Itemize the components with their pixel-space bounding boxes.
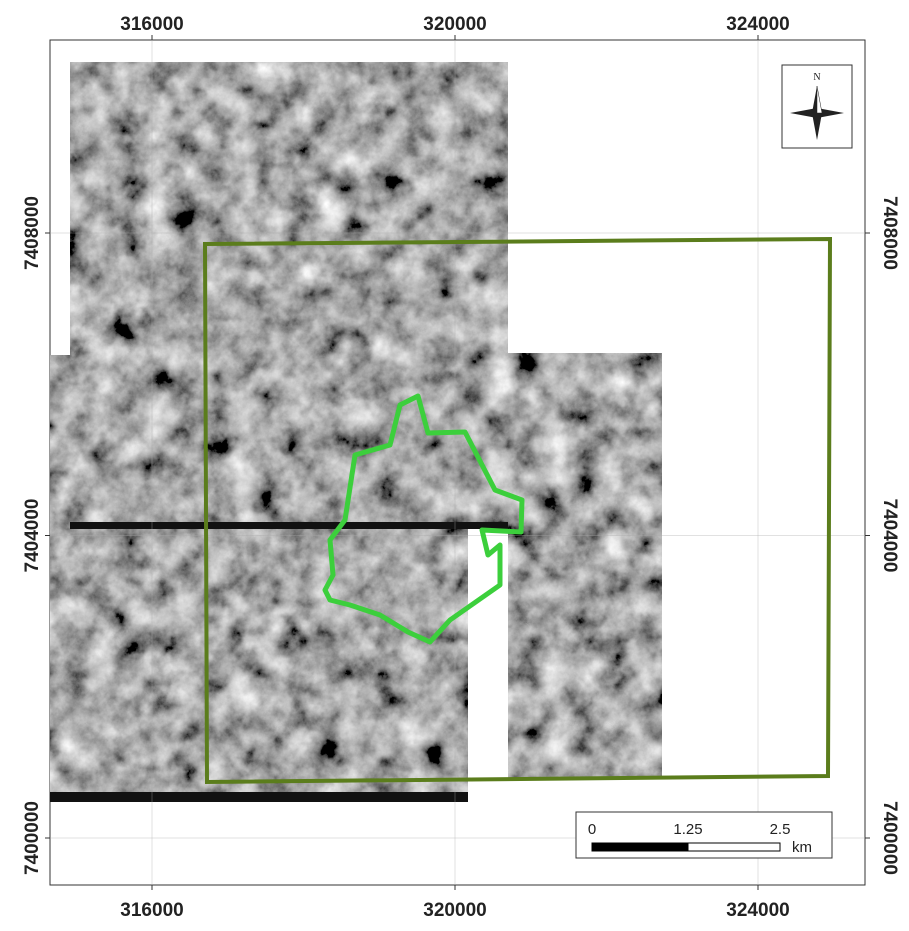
x-tick-label: 316000: [120, 900, 183, 921]
scale-segment: [688, 843, 780, 851]
scale-label: 0: [588, 821, 596, 838]
photo-edge: [70, 522, 508, 529]
scale-label: 1.25: [673, 821, 702, 838]
north-arrow: N: [782, 65, 852, 148]
y-tick-label: 7400000: [879, 801, 900, 875]
x-tick-label: 316000: [120, 14, 183, 35]
y-tick-label: 7408000: [22, 196, 43, 270]
y-tick-label: 7408000: [879, 196, 900, 270]
y-tick-label: 7404000: [879, 499, 900, 573]
scale-segment: [592, 843, 688, 851]
scale-unit: km: [792, 839, 812, 856]
north-label: N: [813, 72, 820, 83]
y-tick-label: 7404000: [22, 499, 43, 573]
scale-bar: 0 1.25 2.5 km: [576, 812, 832, 858]
aerial-photo: [50, 355, 468, 802]
photo-edge: [50, 792, 468, 802]
x-tick-label: 320000: [423, 900, 486, 921]
x-tick-label: 320000: [423, 14, 486, 35]
map-figure: N 0 1.25 2.5 km 316000 316000 320000 320000…: [0, 0, 909, 926]
x-tick-label: 324000: [726, 14, 789, 35]
y-tick-label: 7400000: [22, 801, 43, 875]
aerial-photo: [508, 353, 662, 778]
scale-label: 2.5: [770, 821, 791, 838]
x-tick-label: 324000: [726, 900, 789, 921]
